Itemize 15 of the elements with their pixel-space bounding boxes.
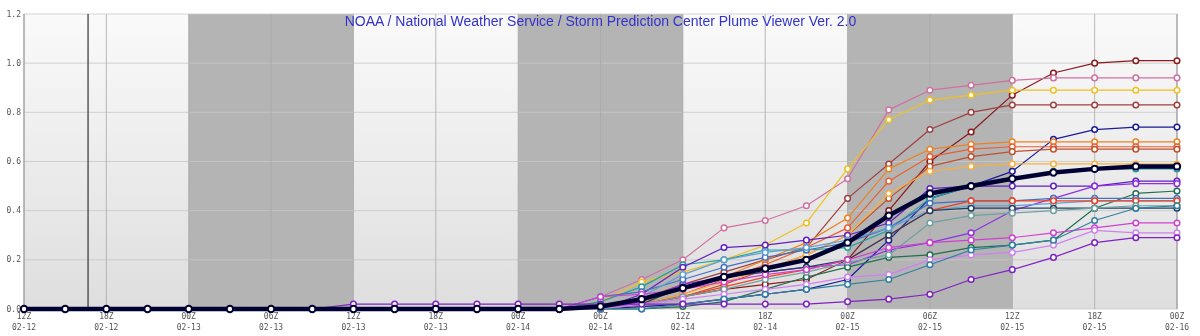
y-tick-label: 0.4: [6, 206, 22, 216]
x-tick-label: 00Z 02-15: [835, 312, 860, 332]
y-tick-label: 1.2: [6, 9, 22, 19]
x-tick-label: 12Z 02-14: [670, 312, 696, 332]
x-tick-label: 06Z 02-15: [917, 312, 943, 332]
y-tick-label: 0.2: [6, 255, 22, 265]
x-tick-label: 12Z 02-15: [1000, 312, 1025, 332]
y-tick-label: 1.0: [6, 58, 22, 68]
y-tick-label: 0.0: [6, 304, 22, 314]
chart-title: NOAA / National Weather Service / Storm Prediction Center Plume Viewer Ver. 2.0: [344, 13, 857, 29]
x-tick-label: 00Z 02-16: [1164, 312, 1190, 332]
x-tick-label: 18Z 02-15: [1082, 312, 1107, 332]
y-tick-label: 0.8: [6, 107, 22, 117]
y-tick-label: 0.6: [6, 157, 22, 167]
x-tick-label: 18Z 02-14: [753, 312, 778, 332]
